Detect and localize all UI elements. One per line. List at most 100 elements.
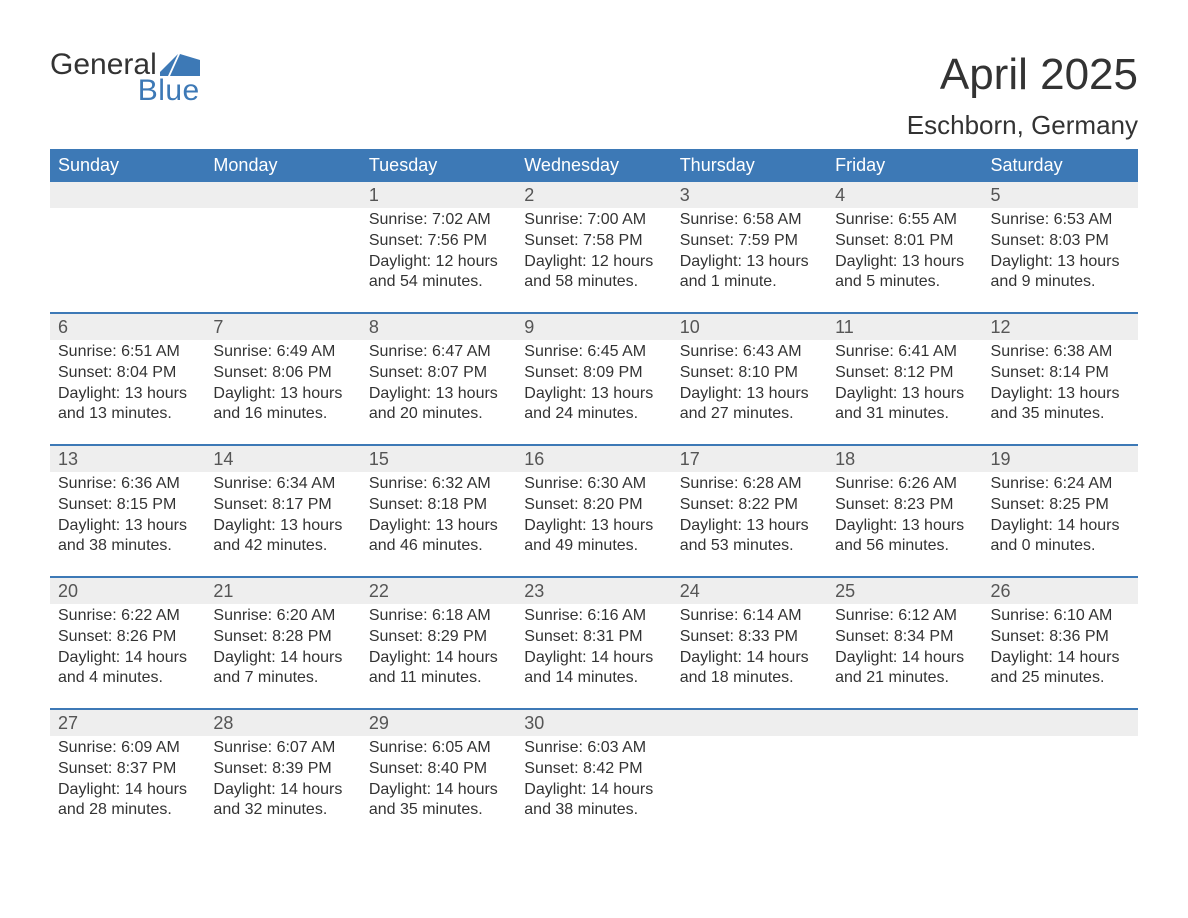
- daynum-cell: 25: [827, 578, 982, 604]
- day-body-cell: [50, 208, 205, 306]
- day-number: 21: [213, 581, 233, 601]
- daylight-text: Daylight: 13 hours and 5 minutes.: [835, 252, 974, 294]
- sunset-text: Sunset: 7:56 PM: [369, 231, 508, 252]
- daynum-cell: [50, 182, 205, 208]
- day-number: 4: [835, 185, 845, 205]
- daylight-text: Daylight: 14 hours and 21 minutes.: [835, 648, 974, 690]
- day-number: 6: [58, 317, 68, 337]
- daynum-cell: 4: [827, 182, 982, 208]
- sunrise-text: Sunrise: 6:36 AM: [58, 474, 197, 495]
- day-body-cell: Sunrise: 6:07 AMSunset: 8:39 PMDaylight:…: [205, 736, 360, 834]
- daynum-strip: 12345: [50, 182, 1138, 208]
- daylight-text: Daylight: 14 hours and 4 minutes.: [58, 648, 197, 690]
- sunset-text: Sunset: 8:26 PM: [58, 627, 197, 648]
- day-number: 17: [680, 449, 700, 469]
- daylight-text: Daylight: 14 hours and 25 minutes.: [991, 648, 1130, 690]
- sunset-text: Sunset: 8:03 PM: [991, 231, 1130, 252]
- week-block: 13141516171819Sunrise: 6:36 AMSunset: 8:…: [50, 444, 1138, 570]
- daylight-text: Daylight: 13 hours and 35 minutes.: [991, 384, 1130, 426]
- sunset-text: Sunset: 8:01 PM: [835, 231, 974, 252]
- logo-text-blue: Blue: [50, 76, 200, 106]
- day-body-cell: Sunrise: 6:26 AMSunset: 8:23 PMDaylight:…: [827, 472, 982, 570]
- day-number: 8: [369, 317, 379, 337]
- weekday-header: Monday: [205, 149, 360, 182]
- weekday-header: Wednesday: [516, 149, 671, 182]
- daylight-text: Daylight: 14 hours and 18 minutes.: [680, 648, 819, 690]
- week-block: 27282930Sunrise: 6:09 AMSunset: 8:37 PMD…: [50, 708, 1138, 834]
- daylight-text: Daylight: 13 hours and 20 minutes.: [369, 384, 508, 426]
- sunrise-text: Sunrise: 6:05 AM: [369, 738, 508, 759]
- day-number: 12: [991, 317, 1011, 337]
- sunrise-text: Sunrise: 6:53 AM: [991, 210, 1130, 231]
- day-body-cell: Sunrise: 6:53 AMSunset: 8:03 PMDaylight:…: [983, 208, 1138, 306]
- daynum-cell: 7: [205, 314, 360, 340]
- sunset-text: Sunset: 8:37 PM: [58, 759, 197, 780]
- daylight-text: Daylight: 14 hours and 11 minutes.: [369, 648, 508, 690]
- logo: General Blue: [50, 50, 200, 106]
- weekday-header: Sunday: [50, 149, 205, 182]
- daylight-text: Daylight: 13 hours and 42 minutes.: [213, 516, 352, 558]
- daynum-cell: 21: [205, 578, 360, 604]
- sunset-text: Sunset: 8:04 PM: [58, 363, 197, 384]
- day-body-cell: Sunrise: 6:20 AMSunset: 8:28 PMDaylight:…: [205, 604, 360, 702]
- sunrise-text: Sunrise: 6:30 AM: [524, 474, 663, 495]
- day-body-cell: Sunrise: 6:05 AMSunset: 8:40 PMDaylight:…: [361, 736, 516, 834]
- sunset-text: Sunset: 8:29 PM: [369, 627, 508, 648]
- day-number: 24: [680, 581, 700, 601]
- sunset-text: Sunset: 8:18 PM: [369, 495, 508, 516]
- daynum-cell: 3: [672, 182, 827, 208]
- day-body-cell: Sunrise: 6:22 AMSunset: 8:26 PMDaylight:…: [50, 604, 205, 702]
- day-body-cell: [205, 208, 360, 306]
- week-block: 6789101112Sunrise: 6:51 AMSunset: 8:04 P…: [50, 312, 1138, 438]
- page-header: General Blue April 2025 Eschborn, German…: [50, 50, 1138, 141]
- day-number: 7: [213, 317, 223, 337]
- sunset-text: Sunset: 8:36 PM: [991, 627, 1130, 648]
- day-body-cell: Sunrise: 6:24 AMSunset: 8:25 PMDaylight:…: [983, 472, 1138, 570]
- daynum-cell: [672, 710, 827, 736]
- daynum-strip: 20212223242526: [50, 578, 1138, 604]
- sunset-text: Sunset: 8:15 PM: [58, 495, 197, 516]
- sunrise-text: Sunrise: 6:03 AM: [524, 738, 663, 759]
- daylight-text: Daylight: 14 hours and 7 minutes.: [213, 648, 352, 690]
- sunset-text: Sunset: 8:25 PM: [991, 495, 1130, 516]
- daylight-text: Daylight: 14 hours and 14 minutes.: [524, 648, 663, 690]
- day-body-cell: [827, 736, 982, 834]
- day-number: 20: [58, 581, 78, 601]
- sunrise-text: Sunrise: 6:43 AM: [680, 342, 819, 363]
- day-number: 25: [835, 581, 855, 601]
- daynum-cell: 2: [516, 182, 671, 208]
- day-number: 11: [835, 317, 854, 337]
- daynum-cell: 19: [983, 446, 1138, 472]
- day-body-cell: Sunrise: 6:36 AMSunset: 8:15 PMDaylight:…: [50, 472, 205, 570]
- day-body-cell: Sunrise: 7:00 AMSunset: 7:58 PMDaylight:…: [516, 208, 671, 306]
- sunset-text: Sunset: 8:17 PM: [213, 495, 352, 516]
- day-number: 26: [991, 581, 1011, 601]
- day-body-cell: Sunrise: 6:32 AMSunset: 8:18 PMDaylight:…: [361, 472, 516, 570]
- day-number: 22: [369, 581, 389, 601]
- day-body-cell: Sunrise: 6:30 AMSunset: 8:20 PMDaylight:…: [516, 472, 671, 570]
- daynum-cell: 28: [205, 710, 360, 736]
- daynum-cell: 17: [672, 446, 827, 472]
- sunrise-text: Sunrise: 6:10 AM: [991, 606, 1130, 627]
- sunrise-text: Sunrise: 6:28 AM: [680, 474, 819, 495]
- logo-flag-icon: [160, 54, 200, 76]
- daynum-cell: 16: [516, 446, 671, 472]
- sunset-text: Sunset: 8:34 PM: [835, 627, 974, 648]
- daylight-text: Daylight: 14 hours and 0 minutes.: [991, 516, 1130, 558]
- daynum-cell: 24: [672, 578, 827, 604]
- day-number: 1: [369, 185, 379, 205]
- day-number: 15: [369, 449, 389, 469]
- day-number: 18: [835, 449, 855, 469]
- sunrise-text: Sunrise: 6:12 AM: [835, 606, 974, 627]
- day-body-cell: Sunrise: 7:02 AMSunset: 7:56 PMDaylight:…: [361, 208, 516, 306]
- daylight-text: Daylight: 13 hours and 49 minutes.: [524, 516, 663, 558]
- daynum-cell: 8: [361, 314, 516, 340]
- daylight-text: Daylight: 14 hours and 28 minutes.: [58, 780, 197, 822]
- sunset-text: Sunset: 8:42 PM: [524, 759, 663, 780]
- week-body-row: Sunrise: 6:36 AMSunset: 8:15 PM Daylight:…: [50, 472, 1138, 570]
- day-body-cell: Sunrise: 6:28 AMSunset: 8:22 PMDaylight:…: [672, 472, 827, 570]
- day-number: 27: [58, 713, 78, 733]
- day-number: 9: [524, 317, 534, 337]
- day-number: 10: [680, 317, 700, 337]
- day-body-cell: Sunrise: 6:12 AMSunset: 8:34 PMDaylight:…: [827, 604, 982, 702]
